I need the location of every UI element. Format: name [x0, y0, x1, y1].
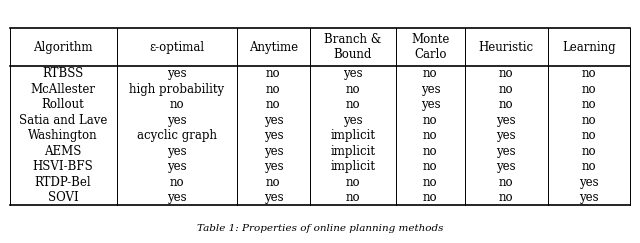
- Text: ε-optimal: ε-optimal: [149, 41, 204, 53]
- Text: no: no: [423, 176, 438, 189]
- Text: Washington: Washington: [28, 129, 98, 142]
- Text: yes: yes: [420, 83, 440, 96]
- Text: Learning: Learning: [562, 41, 616, 53]
- Text: yes: yes: [264, 129, 284, 142]
- Text: implicit: implicit: [330, 129, 375, 142]
- Text: no: no: [423, 67, 438, 80]
- Text: no: no: [423, 191, 438, 204]
- Text: Algorithm: Algorithm: [33, 41, 93, 53]
- Text: Satia and Lave: Satia and Lave: [19, 114, 108, 127]
- Text: no: no: [582, 129, 596, 142]
- Text: yes: yes: [167, 145, 187, 158]
- Text: implicit: implicit: [330, 145, 375, 158]
- Text: yes: yes: [497, 145, 516, 158]
- Text: high probability: high probability: [129, 83, 225, 96]
- Text: AEMS: AEMS: [44, 145, 82, 158]
- Text: yes: yes: [167, 67, 187, 80]
- Text: yes: yes: [343, 114, 363, 127]
- Text: RTDP-Bel: RTDP-Bel: [35, 176, 92, 189]
- Text: acyclic graph: acyclic graph: [137, 129, 217, 142]
- Text: yes: yes: [167, 160, 187, 173]
- Text: no: no: [346, 83, 360, 96]
- Text: no: no: [423, 129, 438, 142]
- Text: yes: yes: [264, 160, 284, 173]
- Text: implicit: implicit: [330, 160, 375, 173]
- Text: yes: yes: [264, 145, 284, 158]
- Text: yes: yes: [167, 114, 187, 127]
- Text: no: no: [266, 83, 281, 96]
- Text: no: no: [423, 114, 438, 127]
- Text: Rollout: Rollout: [42, 98, 84, 111]
- Text: no: no: [499, 176, 513, 189]
- Text: yes: yes: [343, 67, 363, 80]
- Text: yes: yes: [497, 114, 516, 127]
- Text: Table 1: Properties of online planning methods: Table 1: Properties of online planning m…: [196, 224, 444, 233]
- Text: no: no: [582, 145, 596, 158]
- Text: yes: yes: [264, 191, 284, 204]
- Text: no: no: [423, 160, 438, 173]
- Text: Anytime: Anytime: [249, 41, 298, 53]
- Text: Branch &
Bound: Branch & Bound: [324, 33, 381, 61]
- Text: no: no: [266, 176, 281, 189]
- Text: yes: yes: [264, 114, 284, 127]
- Text: no: no: [582, 114, 596, 127]
- Text: no: no: [499, 67, 513, 80]
- Text: no: no: [346, 191, 360, 204]
- Text: no: no: [423, 145, 438, 158]
- Text: no: no: [582, 67, 596, 80]
- Text: no: no: [170, 98, 184, 111]
- Text: no: no: [582, 98, 596, 111]
- Text: yes: yes: [497, 160, 516, 173]
- Text: no: no: [346, 98, 360, 111]
- Text: no: no: [582, 83, 596, 96]
- Text: HSVI-BFS: HSVI-BFS: [33, 160, 93, 173]
- Text: SOVI: SOVI: [48, 191, 79, 204]
- Text: yes: yes: [167, 191, 187, 204]
- Text: no: no: [266, 67, 281, 80]
- Text: RTBSS: RTBSS: [42, 67, 84, 80]
- Text: no: no: [499, 191, 513, 204]
- Text: McAllester: McAllester: [31, 83, 95, 96]
- Text: Monte
Carlo: Monte Carlo: [411, 33, 449, 61]
- Text: no: no: [499, 83, 513, 96]
- Text: no: no: [582, 160, 596, 173]
- Text: yes: yes: [579, 191, 599, 204]
- Text: yes: yes: [497, 129, 516, 142]
- Text: Heuristic: Heuristic: [479, 41, 534, 53]
- Text: no: no: [266, 98, 281, 111]
- Text: no: no: [499, 98, 513, 111]
- Text: no: no: [170, 176, 184, 189]
- Text: yes: yes: [579, 176, 599, 189]
- Text: no: no: [346, 176, 360, 189]
- Text: yes: yes: [420, 98, 440, 111]
